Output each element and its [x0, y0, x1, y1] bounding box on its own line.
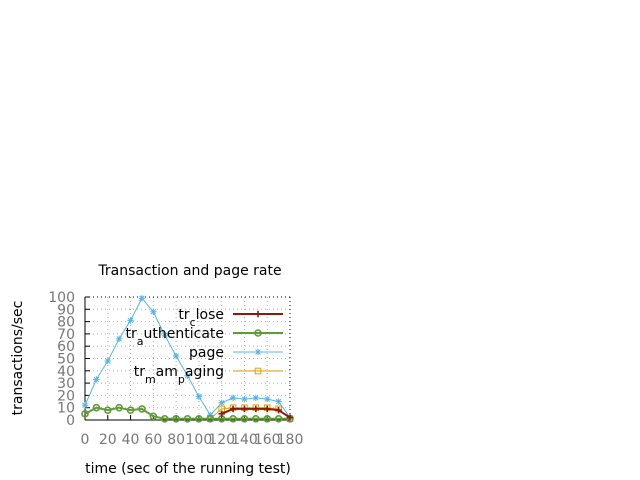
y-tick-label: 40: [57, 364, 75, 380]
data-point: [218, 399, 225, 406]
data-point: [229, 394, 237, 402]
x-tick-label: 180: [277, 432, 304, 448]
data-point: [160, 414, 169, 423]
data-point: [252, 405, 260, 413]
legend-label: trauthenticate: [126, 326, 224, 348]
y-axis-label: transactions/sec: [10, 301, 26, 416]
data-point: [240, 414, 249, 423]
data-point: [92, 403, 101, 412]
x-tick-label: 60: [144, 432, 162, 448]
legend-swatch-marker: [254, 310, 262, 318]
data-point: [150, 308, 157, 315]
series-line: [84, 406, 290, 420]
y-tick-label: 50: [57, 352, 75, 368]
data-point: [241, 395, 248, 403]
data-point: [126, 406, 135, 414]
y-tick-label: 100: [48, 290, 75, 306]
data-point: [275, 398, 282, 405]
data-point: [252, 394, 260, 402]
legend-label: page: [189, 345, 224, 361]
y-tick-label: 10: [57, 401, 75, 417]
data-point: [286, 414, 294, 421]
legend-entry: page: [189, 345, 283, 361]
series-tr_authenticate: [81, 403, 294, 423]
data-point: [195, 393, 203, 400]
y-tick-label: 90: [57, 302, 75, 318]
data-point: [218, 410, 225, 418]
data-point: [81, 410, 89, 418]
series-tr_close: [218, 405, 294, 421]
data-point: [274, 414, 283, 423]
legend-label: trmampaging: [134, 364, 224, 386]
legend-entry: trclose: [178, 307, 283, 329]
data-point: [103, 406, 112, 414]
series-line: [209, 407, 291, 420]
data-point: [81, 402, 89, 409]
data-point: [138, 295, 146, 302]
data-point: [149, 412, 158, 421]
data-point: [263, 414, 272, 423]
data-point: [127, 317, 134, 324]
data-point: [93, 376, 100, 383]
data-point: [229, 405, 237, 413]
plot-series: [81, 295, 294, 423]
data-point: [172, 352, 180, 360]
data-point: [115, 403, 123, 412]
y-tick-label: 60: [57, 339, 75, 355]
data-point: [161, 331, 168, 339]
legend-swatch-marker: [254, 329, 262, 337]
y-tick-label: 80: [57, 315, 75, 331]
data-point: [252, 414, 260, 423]
x-tick-label: 80: [167, 432, 185, 448]
y-tick-label: 0: [66, 413, 75, 429]
data-point: [264, 405, 271, 413]
y-tick-label: 30: [57, 376, 75, 392]
data-point: [172, 414, 180, 423]
legend-label: trclose: [178, 307, 224, 329]
data-point: [241, 405, 248, 413]
data-point: [183, 414, 192, 423]
data-point: [115, 335, 123, 343]
x-tick-label: 120: [208, 432, 235, 448]
x-axis-label: time (sec of the running test): [85, 461, 291, 477]
x-tick-label: 20: [99, 432, 117, 448]
chart-title: Transaction and page rate: [97, 263, 281, 279]
legend-swatch-marker: [254, 367, 262, 375]
legend-entry: trauthenticate: [126, 326, 283, 348]
data-point: [184, 372, 191, 379]
x-tick-label: 160: [254, 432, 281, 448]
x-tick-label: 100: [186, 432, 213, 448]
x-tick-label: 40: [122, 432, 140, 448]
legend-entry: trmampaging: [134, 364, 283, 386]
data-point: [229, 414, 237, 423]
data-point: [275, 406, 282, 414]
y-tick-label: 70: [57, 327, 75, 343]
data-point: [138, 405, 146, 413]
x-tick-label: 140: [231, 432, 258, 448]
data-point: [104, 357, 111, 365]
data-point: [206, 414, 215, 423]
x-tick-label: 0: [81, 432, 90, 448]
data-point: [264, 395, 271, 403]
legend-swatch-marker: [254, 348, 262, 356]
y-tick-label: 20: [57, 388, 75, 404]
data-point: [195, 414, 203, 423]
